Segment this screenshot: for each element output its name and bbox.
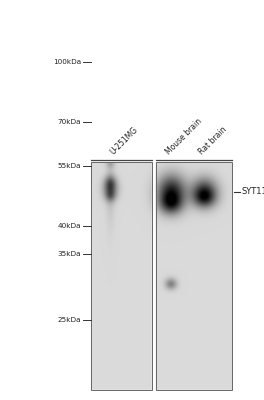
Text: Mouse brain: Mouse brain	[164, 116, 204, 156]
Text: SYT11: SYT11	[241, 188, 264, 196]
Bar	[91, 162, 152, 390]
Text: 70kDa: 70kDa	[58, 119, 81, 125]
Text: 25kDa: 25kDa	[58, 317, 81, 323]
Text: 35kDa: 35kDa	[58, 251, 81, 257]
Text: 100kDa: 100kDa	[53, 59, 81, 65]
Text: U-251MG: U-251MG	[109, 125, 140, 156]
Bar	[156, 162, 232, 390]
Text: 55kDa: 55kDa	[58, 163, 81, 169]
Text: 40kDa: 40kDa	[58, 223, 81, 229]
Text: Rat brain: Rat brain	[197, 124, 228, 156]
